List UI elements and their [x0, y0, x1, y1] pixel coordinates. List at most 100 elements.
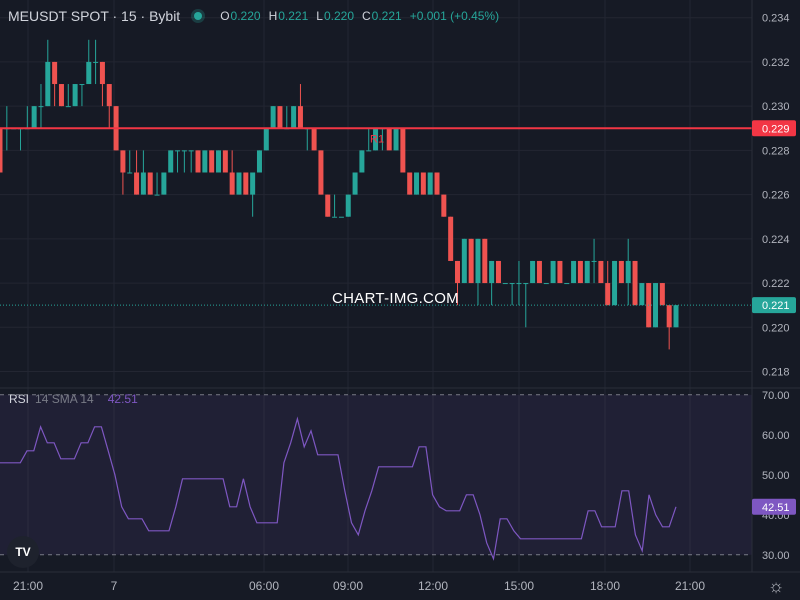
candle-body: [318, 150, 324, 195]
high-value: 0.221: [278, 9, 309, 23]
candle-body: [386, 128, 392, 151]
candle-body: [509, 283, 515, 285]
high-label: H: [268, 9, 278, 23]
rsi-y-tick-label: 30.00: [762, 550, 790, 562]
y-tick-label: 0.230: [762, 101, 790, 113]
candle-body: [216, 150, 222, 173]
candle-body: [530, 260, 536, 284]
candle-body: [311, 128, 317, 151]
candle-body: [639, 283, 645, 306]
candle-body: [454, 260, 460, 284]
candle-body: [502, 283, 508, 285]
x-tick-label: 09:00: [333, 579, 363, 593]
low-label: L: [316, 9, 323, 23]
candle-body: [591, 260, 597, 262]
candle-body: [72, 84, 78, 107]
candle-body: [325, 194, 331, 217]
candle-body: [106, 84, 112, 107]
market-open-dot-icon: [194, 12, 203, 20]
candle-body: [420, 172, 426, 195]
candle-body: [441, 194, 447, 217]
candle-body: [243, 172, 249, 195]
candle-body: [653, 283, 659, 328]
candle-body: [489, 260, 495, 284]
candle-body: [475, 238, 481, 284]
rsi-params: 14 SMA 14: [35, 392, 94, 406]
candle-body: [632, 260, 638, 306]
y-tick-label: 0.220: [762, 322, 790, 334]
candle-body: [543, 283, 549, 285]
symbol-title[interactable]: MEUSDT SPOT · 15 · Bybit: [8, 8, 181, 24]
candle-body: [605, 283, 611, 306]
rsi-value-tag: [752, 498, 796, 515]
candlestick-series: R1: [0, 39, 752, 350]
candle-body: [393, 128, 399, 151]
candle-body: [270, 106, 276, 129]
candle-body: [482, 238, 488, 284]
last-price-tag: [752, 297, 796, 314]
y-tick-label: 0.232: [762, 57, 790, 69]
candle-body: [209, 150, 215, 173]
candle-body: [195, 150, 201, 173]
candle-body: [407, 172, 413, 195]
candle-body: [345, 194, 351, 217]
chart-header: MEUSDT SPOT · 15 · Bybit O 0.220 H 0.221…: [8, 6, 507, 26]
candle-body: [571, 260, 577, 284]
candle-body: [65, 106, 71, 108]
y-tick-label: 0.234: [762, 13, 790, 25]
y-tick-label: 0.218: [762, 367, 790, 379]
candle-body: [229, 172, 235, 195]
candle-body: [134, 172, 140, 195]
rsi-line: [0, 416, 677, 561]
resistance-price-label: 0.229: [762, 123, 790, 135]
x-tick-label: 21:00: [13, 579, 43, 593]
y-tick-label: 0.224: [762, 234, 790, 246]
candle-body: [277, 106, 283, 129]
open-label: O: [220, 9, 230, 23]
candle-body: [168, 150, 174, 173]
candle-body: [550, 260, 556, 284]
candle-body: [175, 150, 181, 152]
change-value: +0.001 (+0.45%): [409, 9, 500, 23]
candle-body: [338, 216, 344, 218]
candle-body: [666, 305, 672, 328]
candle-body: [373, 128, 379, 151]
candle-body: [202, 150, 208, 173]
x-tick-label: 7: [111, 579, 118, 593]
candle-body: [564, 283, 570, 285]
candle-body: [93, 61, 99, 63]
candle-body: [536, 260, 542, 284]
candle-body: [584, 260, 590, 284]
rsi-name[interactable]: RSI: [9, 392, 30, 406]
candle-body: [140, 172, 146, 195]
candle-body: [577, 260, 583, 284]
resistance-price-tag: [752, 120, 796, 137]
candle-body: [181, 150, 187, 152]
candle-body: [236, 172, 242, 195]
candle-body: [38, 106, 44, 108]
candle-body: [448, 216, 454, 261]
candle-body: [86, 61, 92, 85]
candle-body: [297, 106, 303, 129]
candle-body: [516, 283, 522, 285]
candle-body: [250, 172, 256, 195]
x-tick-label: 18:00: [590, 579, 620, 593]
candle-body: [352, 172, 358, 195]
candle-body: [291, 106, 297, 129]
x-tick-label: 12:00: [418, 579, 448, 593]
candle-body: [359, 150, 365, 173]
candle-body: [612, 260, 618, 306]
settings-gear-icon[interactable]: ☼: [767, 576, 785, 596]
candle-body: [523, 283, 529, 285]
candle-body: [99, 61, 105, 85]
y-tick-label: 0.226: [762, 190, 790, 202]
close-value: 0.221: [371, 9, 402, 23]
rsi-value-label: 42.51: [762, 502, 790, 514]
rsi-y-tick-label: 60.00: [762, 430, 790, 442]
candle-body: [557, 260, 563, 284]
candle-body: [127, 172, 133, 174]
tradingview-logo[interactable]: TV: [7, 536, 39, 568]
candle-body: [598, 260, 604, 284]
candle-body: [461, 238, 467, 284]
